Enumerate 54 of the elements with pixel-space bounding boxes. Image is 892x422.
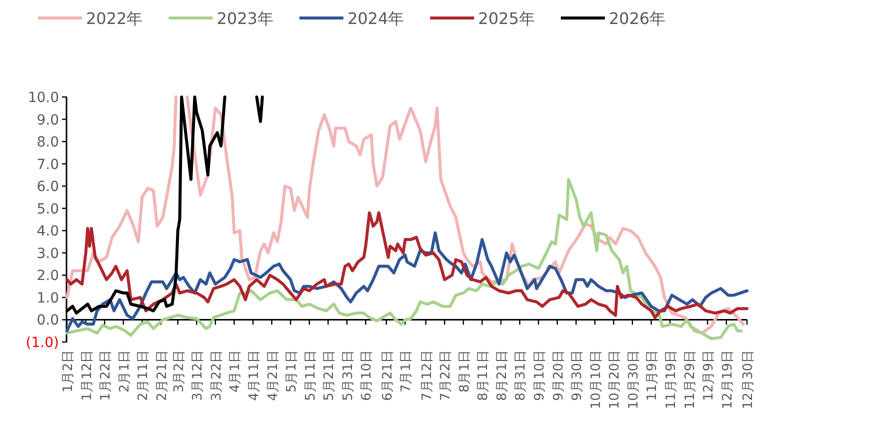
x-tick-label: 9月10日 xyxy=(532,350,548,401)
y-tick-label: 8.0 xyxy=(36,134,59,151)
x-tick-label: 8月21日 xyxy=(494,350,510,401)
y-tick-label: 0.0 xyxy=(36,312,59,329)
x-tick-label: 10月20日 xyxy=(608,350,623,410)
x-tick-label: 11月9日 xyxy=(645,350,660,401)
y-tick-label: 5.0 xyxy=(36,201,59,218)
y-tick-label: (1.0) xyxy=(26,335,59,351)
x-tick-label: 4月1日 xyxy=(228,350,244,393)
x-tick-label: 3月12日 xyxy=(190,350,206,401)
legend-label: 2022年 xyxy=(86,9,143,28)
x-tick-label: 6月10日 xyxy=(360,350,375,401)
y-tick-label: 4.0 xyxy=(36,224,59,240)
x-tick-label: 10月10日 xyxy=(588,350,604,410)
x-tick-label: 11月29日 xyxy=(682,350,698,410)
x-tick-label: 12月9日 xyxy=(702,350,717,401)
x-tick-label: 1月12日 xyxy=(80,350,95,401)
y-tick-label: 10.0 xyxy=(28,90,59,106)
x-tick-label: 8月11日 xyxy=(476,350,492,401)
x-tick-label: 8月1日 xyxy=(457,350,472,393)
x-tick-label: 7月22日 xyxy=(438,350,454,401)
legend-label: 2026年 xyxy=(608,9,666,28)
x-tick-label: 5月11日 xyxy=(303,350,318,401)
legend-label: 2024年 xyxy=(347,9,404,28)
x-tick-label: 1月22日 xyxy=(98,350,114,401)
legend-label: 2025年 xyxy=(478,9,535,28)
x-tick-label: 3月2日 xyxy=(172,350,187,393)
x-tick-label: 12月30日 xyxy=(741,350,756,410)
x-tick-label: 2月21日 xyxy=(154,350,170,401)
x-tick-label: 9月30日 xyxy=(570,350,586,401)
y-tick-label: 6.0 xyxy=(36,179,59,196)
x-tick-label: 4月21日 xyxy=(266,350,281,401)
x-tick-label: 5月21日 xyxy=(322,350,338,401)
y-tick-label: 2.0 xyxy=(36,268,59,284)
x-tick-label: 7月12日 xyxy=(420,350,435,401)
y-tick-label: 3.0 xyxy=(36,246,59,262)
x-tick-label: 2月11日 xyxy=(136,350,152,401)
y-tick-label: 9.0 xyxy=(36,112,59,128)
legend-label: 2023年 xyxy=(216,9,274,28)
y-tick-label: 7.0 xyxy=(36,156,59,173)
x-tick-label: 11月19日 xyxy=(664,350,679,410)
x-tick-label: 10月30日 xyxy=(626,350,642,410)
x-tick-label: 3月22日 xyxy=(209,350,224,401)
x-tick-label: 4月11日 xyxy=(246,350,262,401)
x-tick-label: 2月1日 xyxy=(117,350,132,393)
x-tick-label: 5月31日 xyxy=(340,350,356,401)
x-tick-label: 5月1日 xyxy=(284,350,300,393)
x-tick-label: 12月19日 xyxy=(720,350,736,410)
x-tick-label: 1月2日 xyxy=(61,350,76,393)
y-tick-label: 1.0 xyxy=(36,290,59,306)
x-tick-label: 7月1日 xyxy=(399,350,414,393)
x-tick-label: 9月20日 xyxy=(551,350,566,401)
x-tick-label: 8月31日 xyxy=(514,350,529,401)
x-tick-label: 6月21日 xyxy=(380,350,396,401)
